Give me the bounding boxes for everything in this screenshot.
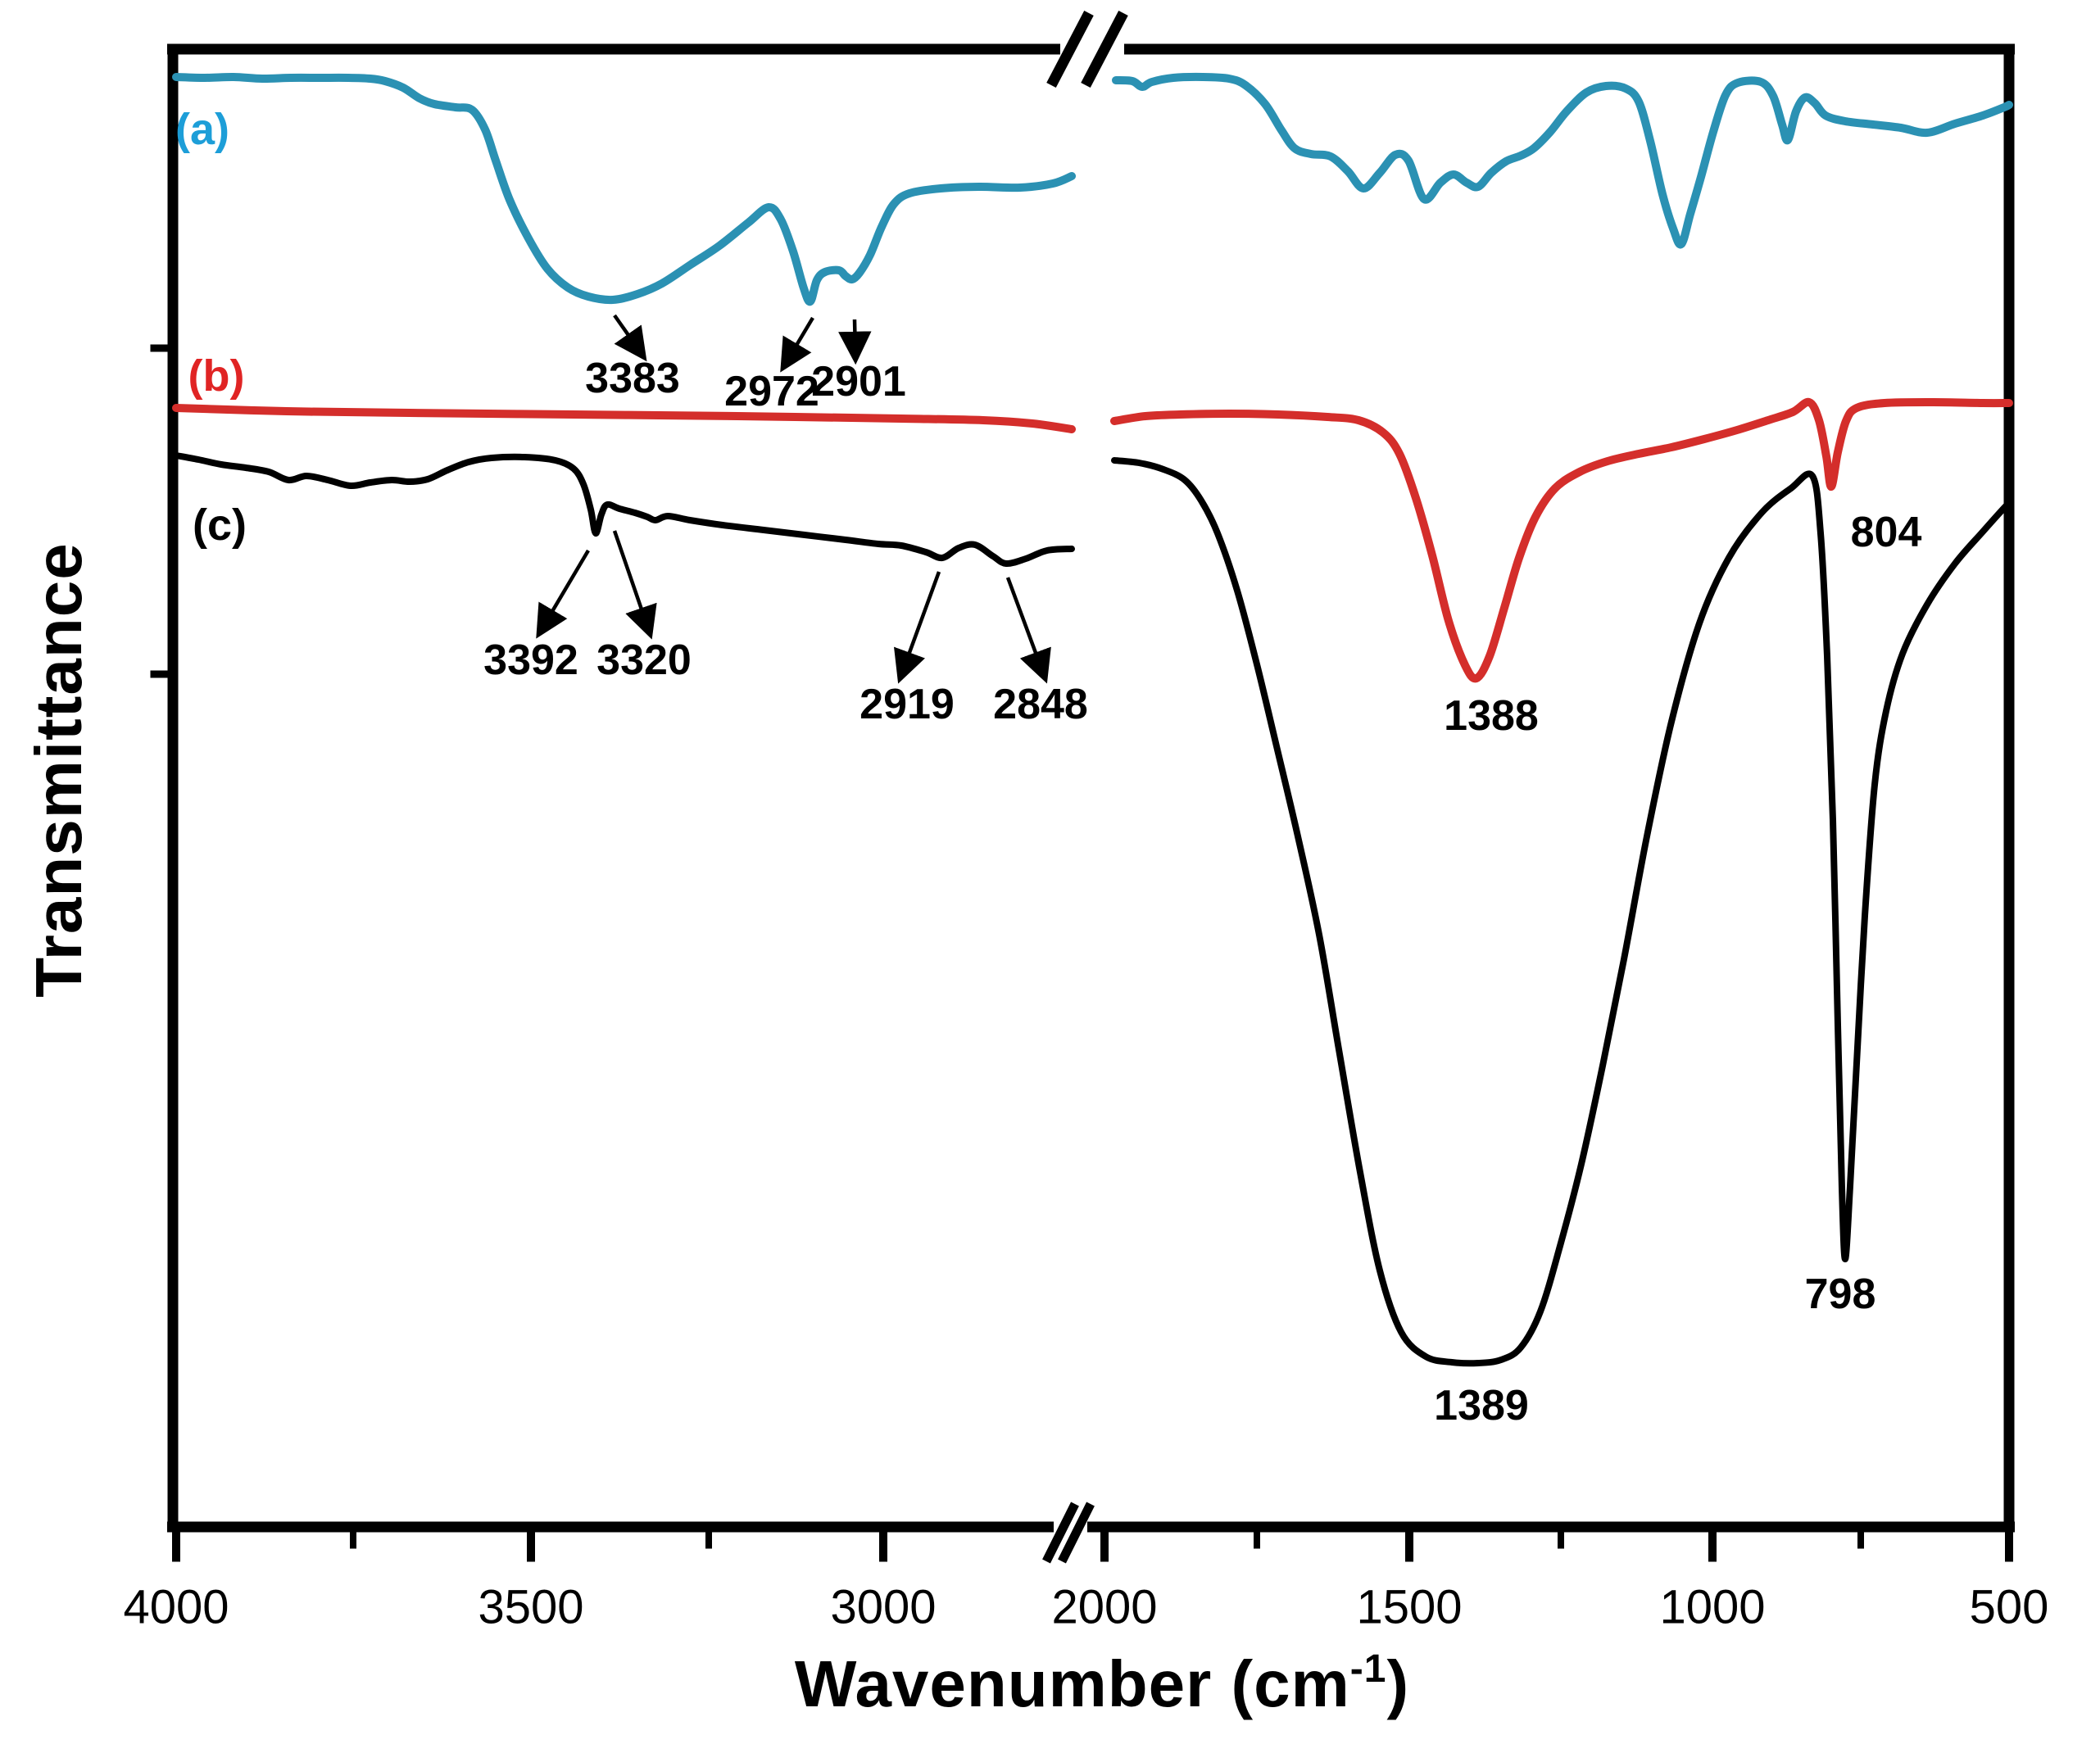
spectrum-curve-c-left-segment [173,452,1075,568]
peak-label-3320: 3320 [596,636,692,684]
axis-break-slash-bottom-2 [1058,1502,1095,1564]
spectrum-curve-b-right-segment [1110,397,2013,683]
peak-arrow-2972 [780,316,814,373]
x-tick-label-3000: 3000 [830,1581,936,1634]
peak-arrow-3320 [612,530,657,640]
x-axis-title: Wavenumber (cm-1) [795,1647,1409,1722]
x-axis-title-main: Wavenumber (cm [794,1647,1350,1720]
axis-break-slash-bottom-1 [1042,1502,1079,1564]
peak-label-3392: 3392 [483,636,578,684]
peak-arrow-3392 [536,549,590,639]
y-axis-title: Transmittance [22,542,95,998]
x-axis-title-close: ) [1386,1647,1410,1720]
axis-break-slash-top-2 [1081,10,1128,88]
peak-label-798: 798 [1805,1271,1876,1318]
peak-label-2901: 2901 [811,358,906,405]
peak-arrow-2848 [1005,577,1051,684]
spectrum-curve-b-left-segment [172,404,1076,433]
x-axis-title-superscript: -1 [1349,1647,1387,1691]
peak-label-2972: 2972 [724,368,819,415]
axis-break-slash-top-1 [1046,10,1094,88]
spectrum-curve-c-right-segment [1111,457,2014,1367]
x-tick-label-500: 500 [1970,1581,2049,1634]
series-label-a: (a) [175,105,229,154]
x-tick-label-2000: 2000 [1051,1581,1157,1634]
series-label-c: (c) [193,501,247,550]
x-tick-label-4000: 4000 [123,1581,229,1634]
peak-arrow-2919 [894,571,941,684]
x-tick-label-1000: 1000 [1659,1581,1765,1634]
peak-arrow-3383 [613,314,647,362]
peak-label-2848: 2848 [993,681,1088,728]
peak-label-1389: 1389 [1434,1382,1529,1429]
peak-label-1388: 1388 [1444,692,1539,740]
x-tick-label-3500: 3500 [478,1581,583,1634]
peak-label-3383: 3383 [585,355,680,402]
peak-label-804: 804 [1851,509,1922,556]
series-label-b: (b) [188,351,245,401]
x-tick-label-1500: 1500 [1356,1581,1462,1634]
peak-label-2919: 2919 [860,681,955,728]
spectrum-curve-a-right-segment [1112,72,2013,249]
spectrum-curve-a-left-segment [172,72,1076,306]
